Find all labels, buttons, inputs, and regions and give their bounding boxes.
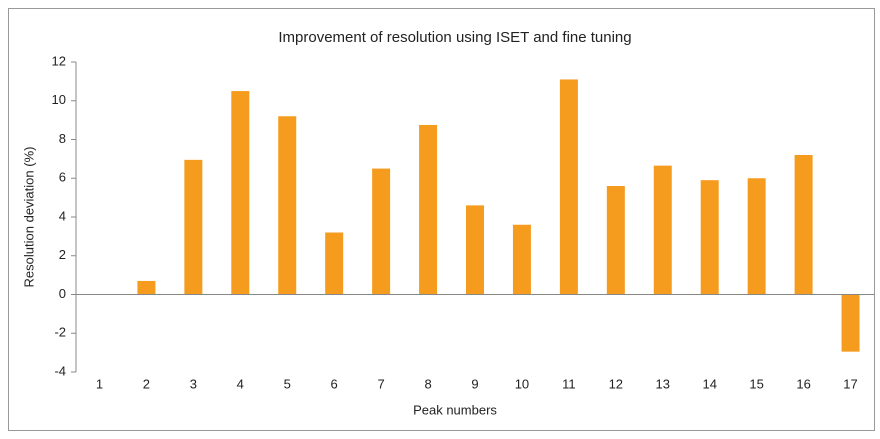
bar [747, 178, 766, 295]
x-tick-label: 14 [702, 376, 716, 391]
bar [606, 186, 625, 295]
bar [653, 165, 672, 295]
bar [419, 124, 438, 295]
bar [841, 294, 860, 352]
x-axis-label: Peak numbers [413, 402, 497, 417]
x-tick-label: 17 [843, 376, 857, 391]
bar [325, 232, 344, 295]
x-tick-label: 1 [96, 376, 103, 391]
bar [372, 168, 391, 295]
y-tick-label: 6 [59, 170, 66, 185]
x-tick-label: 10 [515, 376, 529, 391]
x-tick-label: 15 [749, 376, 763, 391]
x-tick-label: 4 [237, 376, 244, 391]
bar [700, 180, 719, 295]
y-tick-label: 10 [52, 92, 66, 107]
bar [466, 205, 484, 295]
y-tick-label: 8 [59, 131, 66, 146]
bar [559, 79, 578, 295]
y-tick-label: -2 [54, 325, 66, 340]
x-tick-label: 5 [284, 376, 291, 391]
chart-border [8, 8, 875, 431]
y-tick-label: 2 [59, 247, 66, 262]
bar [512, 224, 531, 295]
x-tick-label: 2 [143, 376, 150, 391]
y-tick-label: 0 [59, 286, 66, 301]
chart-title: Improvement of resolution using ISET and… [278, 29, 631, 46]
x-tick-label: 3 [190, 376, 197, 391]
bar [137, 280, 156, 295]
x-tick-label: 8 [424, 376, 431, 391]
y-tick-label: 12 [52, 53, 66, 68]
y-tick-label: 4 [59, 208, 66, 223]
bar [278, 116, 297, 295]
x-tick-label: 12 [609, 376, 623, 391]
y-tick-label: -4 [54, 363, 66, 378]
x-tick-label: 6 [331, 376, 338, 391]
bar [231, 91, 250, 295]
y-axis-label: Resolution deviation (%) [21, 147, 36, 288]
x-tick-label: 11 [562, 376, 576, 391]
x-tick-label: 7 [378, 376, 385, 391]
bar [794, 155, 813, 295]
x-tick-label: 16 [796, 376, 810, 391]
x-tick-label: 9 [471, 376, 478, 391]
x-tick-label: 13 [656, 376, 670, 391]
bar [184, 159, 203, 295]
